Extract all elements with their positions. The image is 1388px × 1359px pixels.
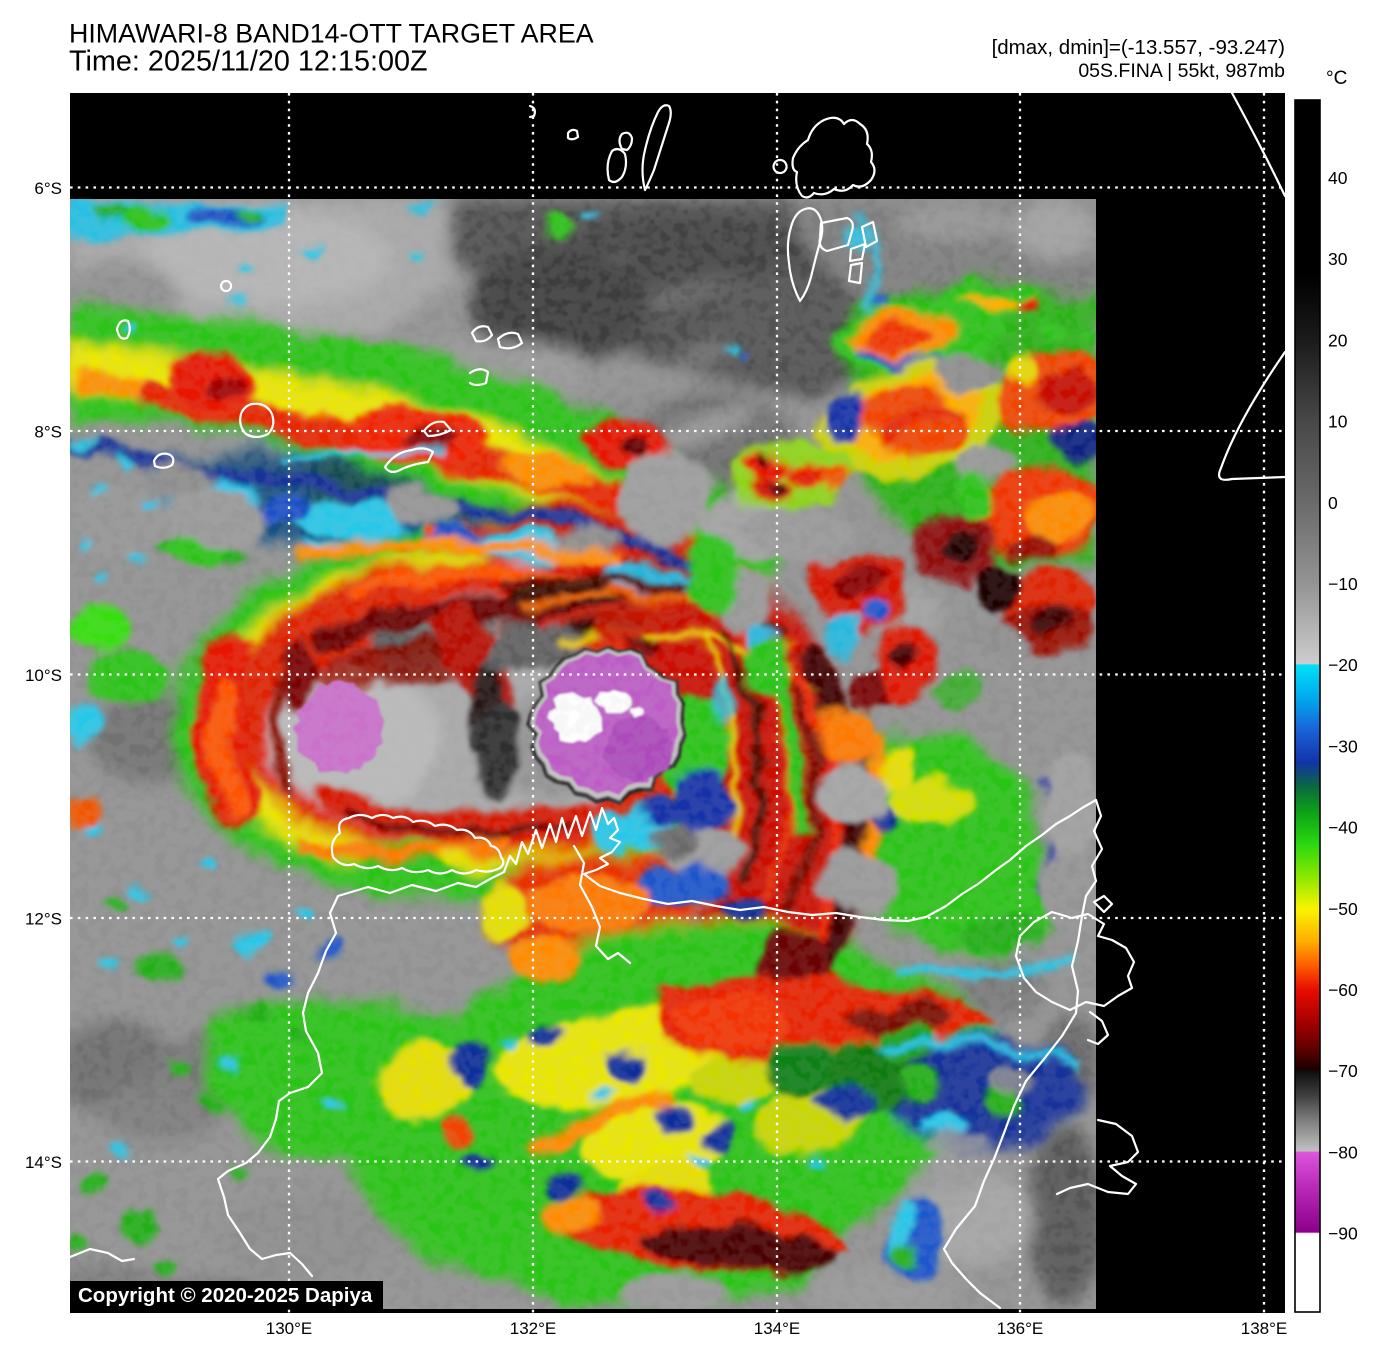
svg-text:−10: −10	[1328, 574, 1358, 594]
svg-text:°C: °C	[1326, 68, 1347, 89]
svg-text:20: 20	[1328, 330, 1348, 350]
svg-text:−60: −60	[1328, 980, 1358, 1000]
svg-text:10: 10	[1328, 412, 1348, 432]
svg-text:−20: −20	[1328, 655, 1358, 675]
svg-text:Time: 2025/11/20 12:15:00Z: Time: 2025/11/20 12:15:00Z	[69, 46, 428, 78]
svg-text:05S.FINA | 55kt, 987mb: 05S.FINA | 55kt, 987mb	[1078, 60, 1285, 82]
svg-text:138°E: 138°E	[1241, 1319, 1288, 1338]
svg-text:132°E: 132°E	[510, 1319, 557, 1338]
svg-text:12°S: 12°S	[25, 909, 62, 928]
svg-text:[dmax, dmin]=(-13.557, -93.247: [dmax, dmin]=(-13.557, -93.247)	[992, 36, 1285, 59]
svg-text:−90: −90	[1328, 1224, 1358, 1244]
svg-text:134°E: 134°E	[754, 1319, 801, 1338]
svg-text:14°S: 14°S	[25, 1153, 62, 1172]
svg-text:−40: −40	[1328, 818, 1358, 838]
svg-text:−50: −50	[1328, 899, 1358, 919]
svg-text:−80: −80	[1328, 1142, 1358, 1162]
svg-text:HIMAWARI-8 BAND14-OTT TARGET A: HIMAWARI-8 BAND14-OTT TARGET AREA	[69, 19, 594, 49]
svg-text:−30: −30	[1328, 736, 1358, 756]
svg-text:0: 0	[1328, 493, 1338, 513]
svg-text:−70: −70	[1328, 1061, 1358, 1081]
svg-text:130°E: 130°E	[266, 1319, 313, 1338]
svg-text:8°S: 8°S	[34, 422, 62, 441]
svg-text:Copyright © 2020-2025 Dapiya: Copyright © 2020-2025 Dapiya	[78, 1284, 373, 1307]
svg-text:40: 40	[1328, 168, 1348, 188]
svg-text:136°E: 136°E	[997, 1319, 1044, 1338]
svg-text:6°S: 6°S	[34, 179, 62, 198]
svg-text:10°S: 10°S	[25, 666, 62, 685]
svg-text:30: 30	[1328, 249, 1348, 269]
